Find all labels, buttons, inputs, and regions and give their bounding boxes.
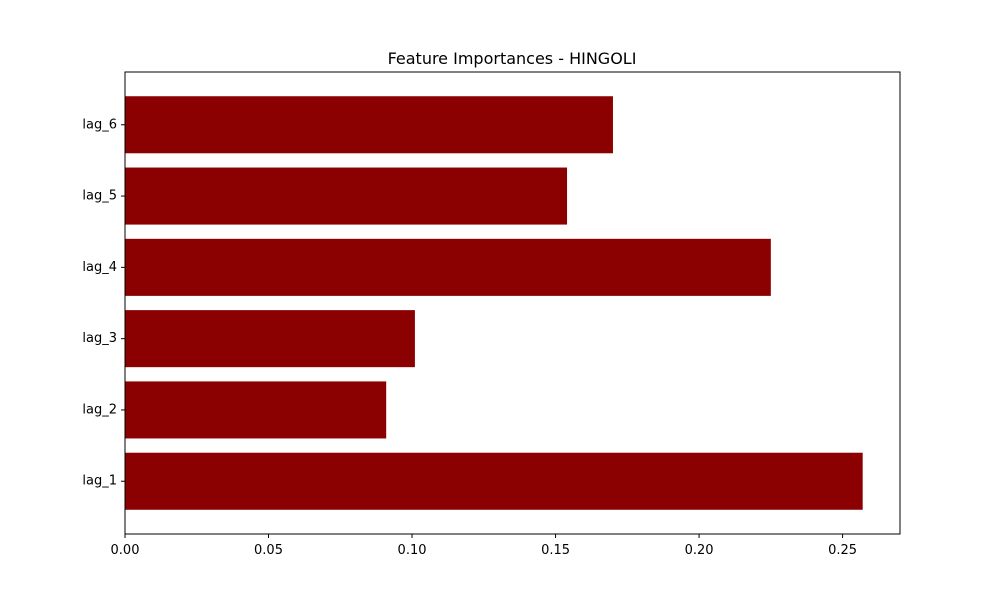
bar-lag_5 (125, 167, 568, 225)
bar-lag_2 (125, 381, 387, 439)
bar-lag_6 (125, 96, 613, 154)
x-tick-label: 0.15 (541, 543, 570, 558)
x-tick-label: 0.20 (685, 543, 714, 558)
bars-layer (125, 96, 863, 510)
y-tick-label-lag_5: lag_5 (82, 189, 117, 204)
x-tick-label: 0.00 (111, 543, 140, 558)
bar-lag_4 (125, 238, 771, 296)
bar-lag_3 (125, 310, 415, 368)
x-axis: 0.00 0.05 0.10 0.15 0.20 0.25 (111, 534, 857, 558)
chart-title: Feature Importances - HINGOLI (388, 49, 637, 68)
y-tick-label-lag_3: lag_3 (82, 331, 117, 346)
bar-lag_1 (125, 452, 863, 510)
y-tick-label-lag_1: lag_1 (82, 474, 117, 489)
x-tick-label: 0.05 (254, 543, 283, 558)
y-tick-label-lag_4: lag_4 (82, 260, 117, 275)
y-tick-label-lag_2: lag_2 (82, 402, 117, 417)
y-tick-label-lag_6: lag_6 (82, 117, 117, 132)
plot-frame (124, 71, 901, 535)
x-tick-label: 0.25 (828, 543, 857, 558)
x-tick-label: 0.10 (398, 543, 427, 558)
y-axis: lag_1 lag_2 lag_3 lag_4 lag_5 lag_6 (82, 117, 125, 489)
